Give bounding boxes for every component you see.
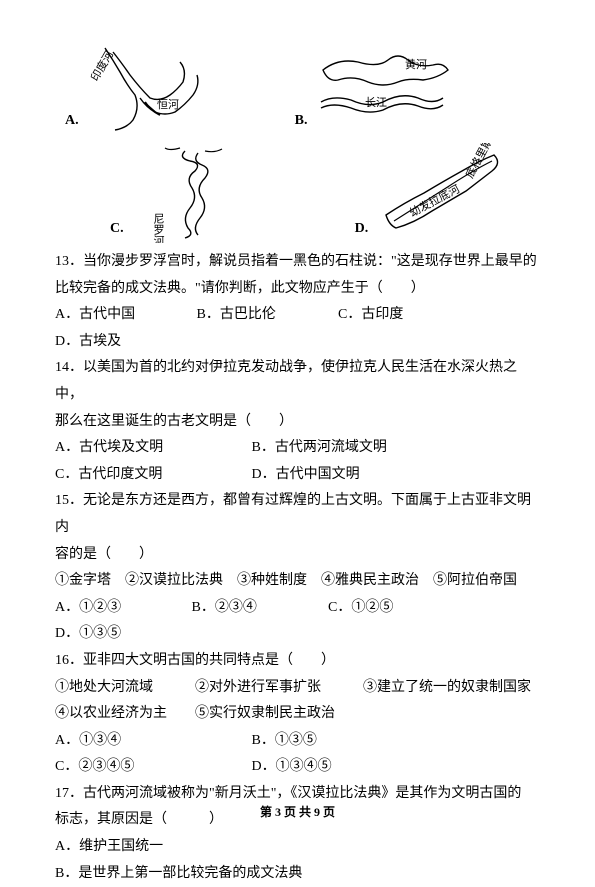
q16-items-2: ④以农业经济为主 ⑤实行奴隶制民主政治	[55, 701, 540, 728]
q13-optC[interactable]: C．古印度	[338, 302, 433, 329]
map-block-C: C. 尼罗河	[110, 143, 260, 243]
q15-items: ①金字塔 ②汉谟拉比法典 ③种姓制度 ④雅典民主政治 ⑤阿拉伯帝国	[55, 568, 540, 595]
river-map-B-icon: 黄河 长江	[313, 40, 458, 135]
q14-options-row2: C．古代印度文明 D．古代中国文明	[55, 462, 540, 489]
q16-optD[interactable]: D．①③④⑤	[252, 754, 332, 781]
q13-stem-1: 13．当你漫步罗浮宫时，解说员指着一黑色的石柱说："这是现存世界上最早的	[55, 249, 540, 276]
q15-stem-2: 容的是（ ）	[55, 542, 540, 569]
svg-text:恒河: 恒河	[157, 98, 179, 111]
q13-stem-2: 比较完备的成文法典。"请你判断，此文物应产生于（ ）	[55, 276, 540, 303]
map-label-C: C.	[110, 216, 124, 243]
q13-optA[interactable]: A．古代中国	[55, 302, 165, 329]
q14-options-row1: A．古代埃及文明 B．古代两河流域文明	[55, 435, 540, 462]
river-map-A-icon: 印度河 恒河	[85, 40, 215, 135]
river-map-D-icon: 幼发拉底河 底格里斯河	[374, 143, 519, 243]
q14-optA[interactable]: A．古代埃及文明	[55, 435, 220, 462]
q16-optC[interactable]: C．②③④⑤	[55, 754, 220, 781]
exam-page: A. 印度河 恒河 B. 黄河 长江 C.	[0, 0, 595, 842]
q15-options: A．①②③ B．②③④ C．①②⑤ D．①③⑤	[55, 595, 540, 648]
q15-optD[interactable]: D．①③⑤	[55, 621, 121, 648]
svg-text:长江: 长江	[365, 96, 387, 109]
q17-optA[interactable]: A．维护王国统一	[55, 834, 540, 861]
q14-stem-2: 那么在这里诞生的古老文明是（ ）	[55, 409, 540, 436]
q16-items-1: ①地处大河流域 ②对外进行军事扩张 ③建立了统一的奴隶制国家	[55, 675, 540, 702]
q14-optD[interactable]: D．古代中国文明	[252, 462, 360, 489]
q15-optB[interactable]: B．②③④	[192, 595, 297, 622]
q16-options-row1: A．①③④ B．①③⑤	[55, 728, 540, 755]
page-footer: 第 3 页 共 9 页	[0, 801, 595, 824]
map-label-B: B.	[295, 108, 308, 135]
q16-optA[interactable]: A．①③④	[55, 728, 220, 755]
q16-stem: 16．亚非四大文明古国的共同特点是（ ）	[55, 648, 540, 675]
map-label-D: D.	[355, 216, 369, 243]
q15-stem-1: 15．无论是东方还是西方，都曾有过辉煌的上古文明。下面属于上古亚非文明内	[55, 488, 540, 541]
q13-options: A．古代中国 B．古巴比伦 C．古印度 D．古埃及	[55, 302, 540, 355]
svg-text:底格里斯河: 底格里斯河	[463, 143, 501, 180]
map-row-1: A. 印度河 恒河 B. 黄河 长江	[55, 40, 540, 135]
svg-text:印度河: 印度河	[87, 48, 116, 84]
q15-optA[interactable]: A．①②③	[55, 595, 160, 622]
svg-text:黄河: 黄河	[405, 57, 427, 71]
map-block-B: B. 黄河 长江	[295, 40, 459, 135]
svg-text:尼罗河: 尼罗河	[152, 213, 165, 243]
q13-optD[interactable]: D．古埃及	[55, 329, 121, 356]
map-block-A: A. 印度河 恒河	[65, 40, 215, 135]
river-map-C-icon: 尼罗河	[130, 143, 260, 243]
map-label-A: A.	[65, 108, 79, 135]
q16-optB[interactable]: B．①③⑤	[252, 728, 317, 755]
q16-options-row2: C．②③④⑤ D．①③④⑤	[55, 754, 540, 781]
q17-optB[interactable]: B．是世界上第一部比较完备的成文法典	[55, 861, 540, 887]
q15-optC[interactable]: C．①②⑤	[328, 595, 433, 622]
map-block-D: D. 幼发拉底河 底格里斯河	[355, 143, 520, 243]
q13-optB[interactable]: B．古巴比伦	[197, 302, 307, 329]
q14-optC[interactable]: C．古代印度文明	[55, 462, 220, 489]
q14-optB[interactable]: B．古代两河流域文明	[252, 435, 387, 462]
q14-stem-1: 14．以美国为首的北约对伊拉克发动战争，使伊拉克人民生活在水深火热之中，	[55, 355, 540, 408]
map-row-2: C. 尼罗河 D. 幼发拉底河 底格里斯河	[55, 143, 540, 243]
